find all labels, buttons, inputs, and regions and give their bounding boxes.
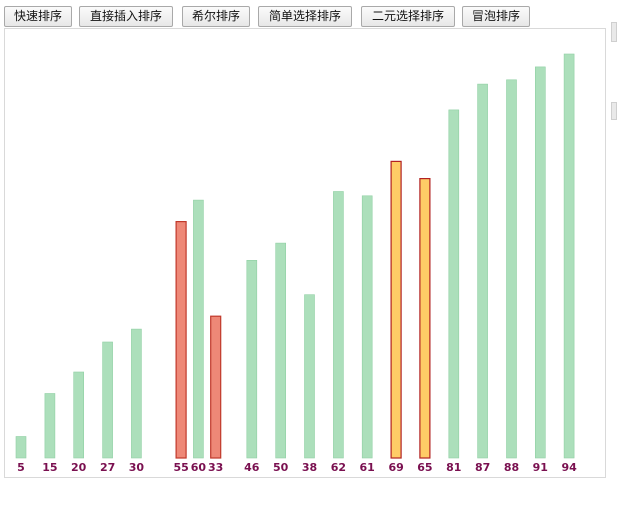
bar-55 bbox=[175, 221, 187, 459]
bar-81 bbox=[448, 109, 460, 459]
bar-69 bbox=[390, 160, 402, 459]
bar-value-label: 15 bbox=[42, 461, 57, 474]
adjacent-panel-edge bbox=[608, 0, 617, 508]
bar-46 bbox=[246, 260, 258, 459]
adjacent-control-fragment bbox=[611, 22, 617, 42]
bar-value-label: 33 bbox=[208, 461, 223, 474]
bar-value-label: 5 bbox=[17, 461, 25, 474]
bar-15 bbox=[44, 393, 56, 459]
bar-value-label: 46 bbox=[244, 461, 260, 474]
binary-selection-sort-button[interactable]: 二元选择排序 bbox=[361, 6, 455, 27]
selection-sort-button[interactable]: 简单选择排序 bbox=[258, 6, 352, 27]
bar-65 bbox=[419, 178, 431, 459]
insertion-sort-button[interactable]: 直接插入排序 bbox=[79, 6, 173, 27]
bar-value-label: 65 bbox=[417, 461, 432, 474]
bar-88 bbox=[506, 79, 517, 459]
bar-33 bbox=[210, 315, 222, 459]
shell-sort-button[interactable]: 希尔排序 bbox=[182, 6, 250, 27]
bar-value-label: 69 bbox=[388, 461, 403, 474]
bar-62 bbox=[333, 191, 344, 459]
bar-value-label: 61 bbox=[360, 461, 375, 474]
bar-61 bbox=[361, 195, 373, 459]
bar-5 bbox=[15, 436, 27, 459]
bar-94 bbox=[563, 53, 575, 459]
bar-value-label: 30 bbox=[129, 461, 145, 474]
bar-value-label: 91 bbox=[533, 461, 548, 474]
quick-sort-button[interactable]: 快速排序 bbox=[4, 6, 72, 27]
bubble-sort-button[interactable]: 冒泡排序 bbox=[462, 6, 530, 27]
bar-38 bbox=[304, 294, 315, 459]
bar-87 bbox=[477, 83, 488, 459]
sort-canvas: 5 15 20 27 30 55 60 33 46 50 38 62 61 69 65 81 87 88 91 94 bbox=[4, 28, 606, 478]
bar-value-label: 87 bbox=[475, 461, 490, 474]
bar-value-label: 38 bbox=[302, 461, 317, 474]
bar-value-label: 94 bbox=[561, 461, 577, 474]
bar-27 bbox=[102, 341, 113, 459]
bar-value-label: 50 bbox=[273, 461, 289, 474]
bar-20 bbox=[73, 371, 84, 459]
bar-60 bbox=[193, 199, 204, 459]
bar-value-label: 20 bbox=[71, 461, 87, 474]
bar-value-label: 60 bbox=[191, 461, 207, 474]
bar-value-label: 27 bbox=[100, 461, 115, 474]
adjacent-control-fragment bbox=[611, 102, 617, 120]
bar-value-label: 88 bbox=[504, 461, 519, 474]
bar-30 bbox=[131, 328, 142, 459]
bar-91 bbox=[534, 66, 546, 459]
bar-value-label: 55 bbox=[173, 461, 188, 474]
bar-chart: 5 15 20 27 30 55 60 33 46 50 38 62 61 69 65 81 87 88 91 94 bbox=[15, 53, 577, 474]
bar-value-label: 81 bbox=[446, 461, 461, 474]
bar-value-label: 62 bbox=[331, 461, 346, 474]
bar-50 bbox=[275, 242, 287, 459]
